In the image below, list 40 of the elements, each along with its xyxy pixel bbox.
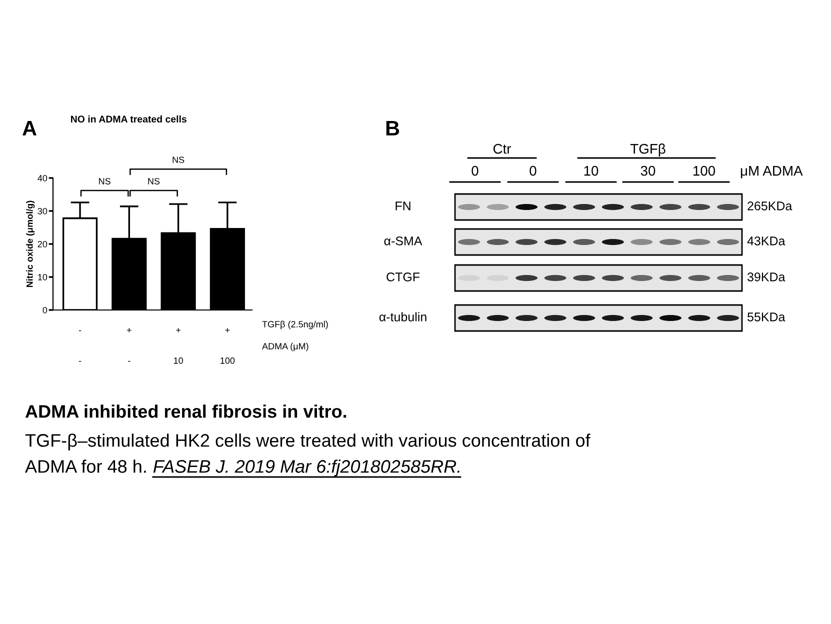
text: 0 bbox=[472, 166, 478, 176]
text: 39KDa bbox=[747, 272, 786, 282]
text: TGFβ (2.5ng/ml) bbox=[262, 320, 328, 330]
text: FASEB J. 2019 Mar 6:fj201802585RR. bbox=[153, 460, 460, 476]
text: B bbox=[386, 121, 400, 136]
text: TGFβ bbox=[630, 144, 666, 156]
text: NS bbox=[172, 156, 184, 164]
category-label: - - bbox=[78, 330, 82, 362]
text: 10 bbox=[174, 357, 183, 364]
y-tick-label: 10 bbox=[38, 274, 48, 280]
category-label: + - bbox=[126, 328, 132, 362]
text: 0 bbox=[530, 166, 536, 176]
text: 10 bbox=[584, 166, 598, 176]
chart-title: NO in ADMA treated cells bbox=[71, 115, 186, 123]
text: 55KDa bbox=[748, 312, 786, 322]
y-tick-label: 0 bbox=[42, 306, 48, 314]
category-label: + bbox=[176, 328, 180, 332]
text: TGF-β–stimulated HK2 cells were treated with various concentration of bbox=[25, 434, 590, 450]
text: CTGF bbox=[386, 272, 420, 282]
annotation: NS bbox=[99, 178, 110, 184]
y-tick-label: 20 bbox=[38, 240, 48, 248]
y-axis-title: Nitric oxide (μmol/g) bbox=[26, 200, 35, 288]
y-tick-label: 40 bbox=[38, 174, 48, 182]
text: FN bbox=[396, 202, 410, 210]
y-tick-label: 30 bbox=[38, 208, 48, 214]
text: 100 bbox=[693, 166, 716, 176]
text: Ctr bbox=[493, 144, 512, 154]
text: ADMA for 48 h. bbox=[25, 460, 146, 473]
text: α-SMA bbox=[384, 236, 422, 246]
text: α-tubulin bbox=[379, 312, 426, 322]
text: 265KDa bbox=[748, 202, 792, 210]
text: μM ADMA bbox=[740, 166, 803, 178]
category-label: + bbox=[225, 328, 230, 332]
text: 100 bbox=[220, 357, 235, 364]
text: 43KDa bbox=[747, 236, 786, 246]
text: ADMA (μM) bbox=[262, 342, 308, 352]
text: A bbox=[22, 121, 36, 136]
text: ADMA inhibited renal fibrosis in vitro. bbox=[25, 404, 346, 418]
text: 30 bbox=[640, 166, 656, 176]
annotation: NS bbox=[148, 178, 160, 184]
